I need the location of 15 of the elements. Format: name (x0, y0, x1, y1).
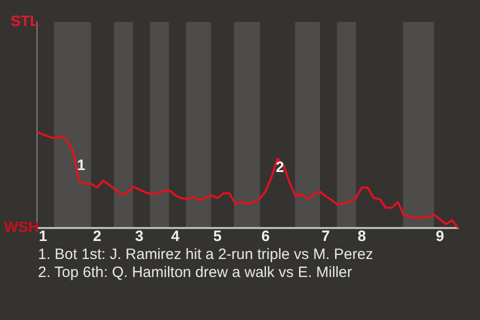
annotation: WSH (4, 219, 39, 237)
x-tick-label: 5 (213, 228, 222, 246)
x-tick-label: 4 (171, 228, 180, 246)
annotation: 1 (77, 157, 86, 176)
x-tick-label: 1 (38, 228, 48, 246)
text: 1. Bot 1st: J. Ramirez hit a 2-run triple vs M. Perez (38, 246, 374, 264)
x-tick-label: 6 (261, 228, 270, 246)
x-tick-label: 9 (436, 228, 444, 246)
x-tick-label: 3 (135, 228, 144, 246)
x-tick-label: 2 (92, 228, 102, 246)
text: STL (10, 13, 39, 31)
x-tick-label: 8 (358, 228, 366, 246)
x-tick-label: 7 (322, 228, 330, 246)
annotation: 2 (276, 159, 284, 178)
text: 2. Top 6th: Q. Hamilton drew a walk vs E. Miller (38, 264, 354, 282)
